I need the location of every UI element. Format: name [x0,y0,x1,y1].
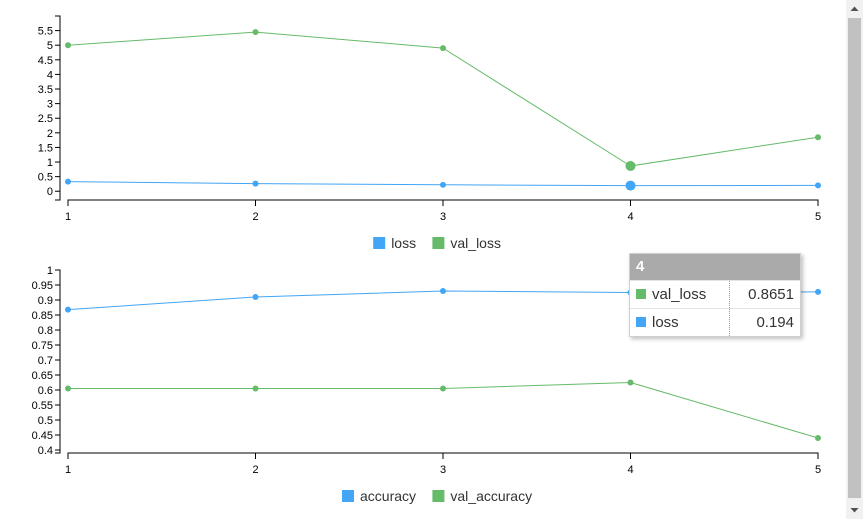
chart-2: 0.4 0.45 0.5 0.55 0.6 0.65 0.7 0.75 0.8 0.85 0.9 0.… [32,265,821,504]
y-tick-label: 4 [47,69,53,81]
data-point-accuracy [252,294,259,300]
tooltip-series-name: loss [652,314,679,331]
scroll-thumb[interactable] [848,18,861,498]
legend-label-val_accuracy: val_accuracy [450,488,532,504]
tooltip-series-cell: loss [630,308,731,336]
y-tick-label: 1 [47,157,53,169]
data-point-val_loss [815,134,821,141]
x-tick-label: 5 [815,211,821,223]
legend-label-loss: loss [391,235,416,251]
y-tick-label: 0.5 [38,172,53,184]
y-axis-line [55,15,61,201]
legend-swatch [432,237,445,249]
legend-label-accuracy: accuracy [360,488,416,504]
y-tick-label: 0.95 [32,280,53,292]
y-tick-label: 5 [47,40,53,52]
data-point-val_loss [252,29,259,36]
series-line-val_loss [67,31,819,167]
scroll-up-icon[interactable] [846,0,863,17]
x-tick-label: 1 [65,464,71,476]
data-point-val_accuracy [815,435,821,441]
data-point-val_accuracy [627,379,634,386]
y-axis-line [55,269,61,454]
x-tick-label: 2 [252,211,258,223]
y-tick-label: 0.45 [32,430,53,442]
tooltip-value: 0.8651 [729,280,800,309]
legend-label-val_loss: val_loss [450,235,501,251]
tooltip-table: val_loss 0.8651 loss 0.194 [630,280,800,336]
y-tick-label: 0.8 [38,325,53,337]
y-tick-label: 0.55 [32,400,53,412]
y-tick-label: 1.5 [38,142,53,154]
y-tick-label: 1 [47,265,53,277]
x-tick-label: 4 [627,464,633,476]
data-point-accuracy [815,288,821,295]
y-tick-label: 0.65 [32,370,53,382]
y-tick-label: 3.5 [38,84,53,96]
y-tick-label: 0.4 [38,445,53,457]
data-point-accuracy [440,288,446,294]
data-point-val_accuracy [252,385,259,392]
data-point-accuracy [65,306,71,313]
data-tooltip: 4 val_loss 0.8651 loss 0.194 [629,253,801,337]
y-tick-label: 0.85 [32,310,53,322]
legend-swatch [432,490,445,502]
tooltip-series-cell: val_loss [630,280,731,309]
data-point-val_loss [65,42,71,49]
y-tick-label: 0.9 [38,295,53,307]
x-tick-label: 5 [815,464,821,476]
vertical-scrollbar[interactable] [846,0,863,519]
y-tick-label: 4.5 [38,55,53,67]
data-point-loss [625,180,636,191]
data-point-loss [815,182,821,189]
tooltip-row: loss 0.194 [630,308,800,336]
y-tick-label: 3 [47,99,53,111]
legend-swatch [342,490,354,502]
data-point-val_loss [440,45,446,52]
y-tick-label: 2.5 [38,113,53,125]
y-tick-label: 0.5 [38,415,53,427]
tooltip-swatch [636,317,646,327]
y-tick-label: 0.7 [38,355,53,367]
x-tick-label: 4 [627,211,633,223]
y-tick-label: 2 [47,128,53,140]
data-point-loss [252,180,259,187]
tooltip-series-name: val_loss [652,286,707,303]
x-tick-label: 3 [440,464,446,476]
data-point-loss [65,178,71,185]
y-tick-label: 0.6 [38,385,53,397]
data-point-val_loss [625,160,636,171]
x-tick-label: 1 [65,211,71,223]
tooltip-row: val_loss 0.8651 [630,280,800,309]
y-tick-label: 0.75 [32,340,53,352]
tooltip-value: 0.194 [729,308,800,336]
data-point-val_accuracy [65,385,71,392]
legend-swatch [373,237,386,249]
tooltip-swatch [636,289,646,299]
y-tick-label: 5.5 [38,26,53,38]
y-tick-label: 0 [47,186,53,198]
chart-1: 0 0.5 1 1.5 2 2.5 3 3.5 4 4.5 5 5.5 1 2 3 4 5 loss val_los… [38,15,821,251]
scroll-down-icon[interactable] [846,502,863,519]
tooltip-title: 4 [630,254,800,280]
x-tick-label: 3 [440,211,446,223]
data-point-val_accuracy [440,385,446,392]
data-point-loss [440,181,446,188]
x-tick-label: 2 [252,464,258,476]
